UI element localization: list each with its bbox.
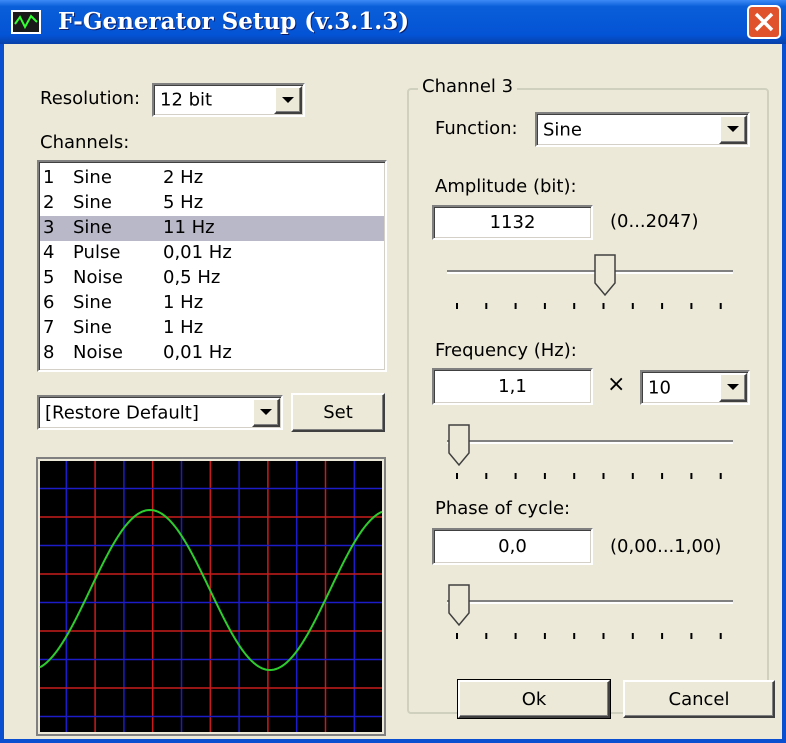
arrow-icon: [282, 97, 294, 103]
set-button[interactable]: Set: [291, 393, 385, 432]
slider-thumb[interactable]: [594, 254, 616, 297]
channel-number: 5: [43, 267, 55, 288]
arrow-glyph: [727, 384, 739, 390]
ok-button[interactable]: Ok: [457, 679, 611, 719]
multiplier-sign: ×: [607, 372, 626, 397]
channel-function: Sine: [73, 217, 112, 238]
channel-frequency: 0,01 Hz: [163, 342, 232, 363]
channel-function: Sine: [73, 167, 112, 188]
resolution-value: 12 bit: [160, 89, 213, 111]
channels-label: Channels:: [40, 132, 130, 153]
cancel-label: Cancel: [668, 688, 730, 710]
app-icon: [11, 10, 41, 34]
function-value: Sine: [543, 119, 582, 140]
channel-function: Pulse: [73, 242, 121, 263]
arrow-icon: [260, 409, 272, 415]
channel-number: 3: [43, 217, 55, 238]
channel-frequency: 0,01 Hz: [163, 242, 232, 263]
phase-label: Phase of cycle:: [435, 498, 571, 519]
slider-thumb[interactable]: [448, 584, 470, 627]
channel-function: Sine: [73, 192, 112, 213]
preset-value: [Restore Default]: [45, 402, 199, 423]
phase-value: 0,0: [498, 536, 527, 557]
arrow-glyph: [282, 97, 294, 103]
app-icon-wave: [14, 14, 38, 30]
channel-number: 2: [43, 192, 55, 213]
cancel-button[interactable]: Cancel: [623, 680, 775, 718]
ok-label: Ok: [521, 688, 547, 710]
channel-row[interactable]: 5 Noise 0,5 Hz: [40, 266, 384, 291]
amplitude-range: (0...2047): [610, 211, 699, 232]
dropdown-arrow[interactable]: [274, 86, 302, 114]
resolution-label: Resolution:: [40, 88, 141, 109]
frequency-label: Frequency (Hz):: [435, 340, 577, 361]
channel-number: 4: [43, 242, 55, 263]
dropdown-arrow[interactable]: [719, 115, 747, 144]
channel-number: 6: [43, 292, 55, 313]
channel-frequency: 1 Hz: [163, 292, 204, 313]
title-bar: [0, 0, 786, 44]
slider-thumb[interactable]: [448, 424, 470, 467]
channel-number: 7: [43, 317, 55, 338]
phase-range: (0,00...1,00): [610, 536, 722, 557]
arrow-icon: [727, 126, 739, 132]
dropdown-arrow[interactable]: [252, 398, 280, 427]
arrow-glyph: [260, 409, 272, 415]
amplitude-label: Amplitude (bit):: [435, 176, 577, 197]
channel-row[interactable]: 1 Sine 2 Hz: [40, 166, 384, 191]
dropdown-arrow[interactable]: [719, 373, 747, 402]
scope-wave: [39, 508, 383, 672]
channel-frequency: 2 Hz: [163, 167, 204, 188]
multiplier-value: 10: [648, 377, 671, 398]
channel-list[interactable]: 1 Sine 2 Hz 2 Sine 5 Hz 3 Sine 11 Hz 4 Pulse 0,01 H…: [37, 160, 387, 372]
scope-frame: [36, 457, 386, 736]
arrow-glyph: [727, 126, 739, 132]
set-label: Set: [323, 402, 353, 423]
multiplier-dropdown[interactable]: 10: [640, 370, 750, 405]
channel-row[interactable]: 2 Sine 5 Hz: [40, 191, 384, 216]
amplitude-input[interactable]: 1132: [432, 205, 593, 240]
amplitude-value: 1132: [489, 212, 536, 233]
function-label: Function:: [435, 118, 518, 139]
channel-frequency: 11 Hz: [163, 217, 215, 238]
channel-function: Sine: [73, 317, 112, 338]
channel-function: Noise: [73, 267, 123, 288]
resolution-dropdown[interactable]: 12 bit: [152, 83, 305, 117]
channel-row[interactable]: 8 Noise 0,01 Hz: [40, 341, 384, 366]
arrow-icon: [727, 384, 739, 390]
window-title: F-Generator Setup (v.3.1.3): [58, 8, 410, 35]
channel-frequency: 5 Hz: [163, 192, 204, 213]
frequency-value: 1,1: [498, 376, 527, 397]
channel-row[interactable]: 3 Sine 11 Hz: [40, 216, 384, 241]
group-title: Channel 3: [418, 76, 518, 97]
channel-row[interactable]: 6 Sine 1 Hz: [40, 291, 384, 316]
channel-row[interactable]: 4 Pulse 0,01 Hz: [40, 241, 384, 266]
channel-row[interactable]: 7 Sine 1 Hz: [40, 316, 384, 341]
frequency-input[interactable]: 1,1: [432, 368, 593, 405]
function-dropdown[interactable]: Sine: [535, 112, 750, 147]
channel-number: 8: [43, 342, 55, 363]
channel-number: 1: [43, 167, 55, 188]
channel-function: Sine: [73, 292, 112, 313]
channel-frequency: 1 Hz: [163, 317, 204, 338]
close-icon: [754, 12, 774, 32]
preset-dropdown[interactable]: [Restore Default]: [37, 395, 283, 430]
channel-frequency: 0,5 Hz: [163, 267, 221, 288]
channel-function: Noise: [73, 342, 123, 363]
phase-input[interactable]: 0,0: [432, 528, 593, 565]
